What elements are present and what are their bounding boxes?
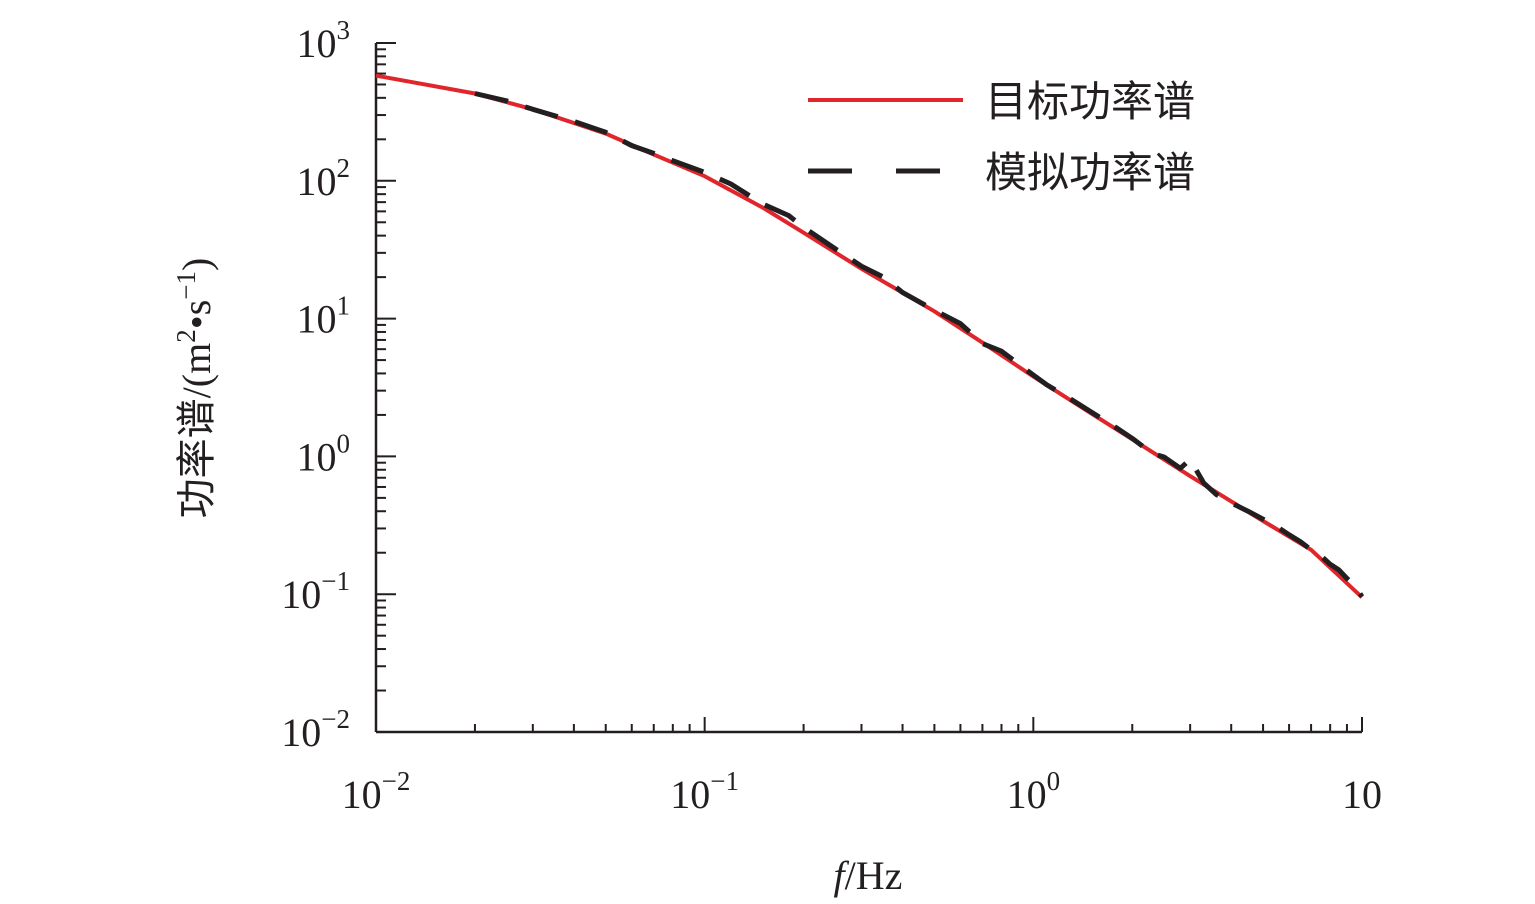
y-axis-title-mid: •s bbox=[174, 300, 219, 330]
y-tick-label: 102 bbox=[297, 153, 351, 204]
y-axis-title-prefix: 功率谱/(m bbox=[174, 343, 219, 519]
y-tick-label: 101 bbox=[297, 291, 351, 342]
y-axis-title-sup2: −1 bbox=[171, 271, 201, 300]
axes bbox=[374, 42, 1363, 734]
x-tick-label: 10−1 bbox=[670, 766, 739, 817]
y-ticks bbox=[376, 42, 396, 733]
y-tick-label: 10−2 bbox=[281, 704, 350, 755]
legend: 目标功率谱 模拟功率谱 bbox=[808, 77, 1195, 197]
x-tick-labels: 10−2 10−1 100 10 bbox=[342, 766, 1382, 817]
series-line-simulated bbox=[474, 91, 1365, 598]
legend-label-target: 目标功率谱 bbox=[985, 77, 1195, 126]
y-tick-labels: 103 102 101 100 10−1 10−2 bbox=[281, 15, 350, 755]
y-tick-label: 100 bbox=[297, 428, 351, 479]
x-tick-label: 10−2 bbox=[342, 766, 411, 817]
x-ticks bbox=[375, 717, 1363, 732]
y-axis-title-sup1: 2 bbox=[171, 329, 201, 343]
x-tick-label: 10 bbox=[1342, 772, 1382, 817]
x-tick-label: 100 bbox=[1007, 766, 1061, 817]
y-axis-title-suffix: ) bbox=[174, 258, 219, 271]
y-tick-label: 10−1 bbox=[281, 566, 350, 617]
y-axis-title: 功率谱/(m2•s−1) bbox=[171, 258, 219, 519]
x-axis-title: f/Hz bbox=[834, 853, 903, 898]
y-tick-label: 103 bbox=[297, 15, 351, 66]
legend-label-simulated: 模拟功率谱 bbox=[985, 148, 1195, 197]
series-line-target bbox=[375, 73, 1364, 599]
series-layer bbox=[375, 73, 1365, 599]
